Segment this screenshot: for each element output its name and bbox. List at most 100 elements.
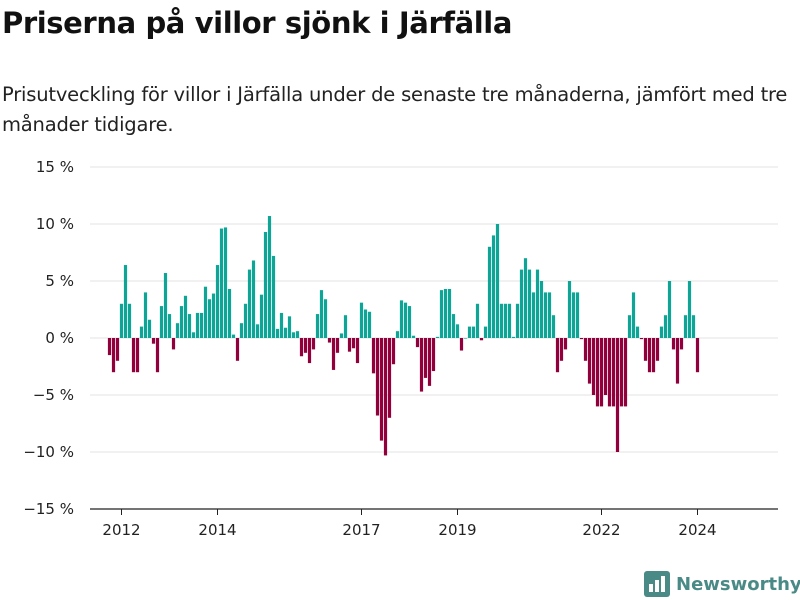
bar [603,338,608,395]
bar [383,338,388,456]
chart-title: Priserna på villor sjönk i Järfälla [2,6,512,40]
bar [223,227,228,338]
bar [183,295,188,338]
bar [679,338,684,350]
bar [663,315,668,338]
bar [247,269,252,338]
bar [567,281,572,338]
bar [175,323,180,338]
bar [275,328,280,338]
newsworthy-logo-icon [644,571,670,597]
bar [331,338,336,370]
y-tick-label: 10 % [36,215,74,233]
bar [139,326,144,338]
bar [415,338,420,348]
bar [535,269,540,338]
bar [327,338,332,343]
bar [107,338,112,356]
bar [243,303,248,338]
bar [695,338,700,373]
bar [531,292,536,338]
bar [231,334,236,338]
bar [651,338,656,373]
bar [455,324,460,338]
y-tick-label: 5 % [45,272,74,290]
bar [555,338,560,373]
bar [379,338,384,441]
bar [467,326,472,338]
bar [343,315,348,338]
bar [683,315,688,338]
bar [239,323,244,338]
bar [563,338,568,350]
bar [687,281,692,338]
bar [287,316,292,338]
bar [259,294,264,338]
bar [627,315,632,338]
bar [199,312,204,338]
bar [595,338,600,407]
bar [539,281,544,338]
bar [207,299,212,338]
bar [583,338,588,361]
bar [639,338,644,340]
bar [363,309,368,338]
bar [359,302,364,338]
bar [523,258,528,338]
y-tick-label: −5 % [33,386,74,404]
bar [499,303,504,338]
bar [171,338,176,350]
bar [559,338,564,361]
bar [319,290,324,338]
bar [495,224,500,338]
bar [299,338,304,357]
bar [235,338,240,361]
bar [671,338,676,350]
bar [215,265,220,338]
bar [635,326,640,338]
y-tick-label: −15 % [23,500,74,518]
newsworthy-brand: Newsworthy [644,568,800,600]
bar [159,306,164,338]
x-axis-tick-labels: 2012 2014 2017 2019 2022 2024 [102,509,717,539]
bar [443,288,448,338]
bar-chart: −15 %−10 %−5 %0 %5 %10 %15 % 2012 2014 201… [23,0,778,539]
bar [643,338,648,361]
bar [395,331,400,338]
gridlines [90,166,778,453]
bar [399,300,404,338]
bar [283,327,288,338]
bar [179,306,184,338]
bar [347,338,352,352]
bar [187,314,192,338]
bar [131,338,136,373]
bar [607,338,612,407]
bar [691,315,696,338]
bar [551,315,556,338]
bar [587,338,592,384]
bar [255,324,260,338]
bar [579,338,584,340]
bar [267,216,272,338]
bar [411,335,416,338]
bar [271,255,276,338]
brand-name: Newsworthy [676,573,800,595]
bar [431,338,436,372]
bar [127,303,132,338]
bar [619,338,624,407]
bar [163,273,168,338]
bar [423,338,428,378]
bar [391,338,396,365]
bar [547,292,552,338]
bar [491,235,496,338]
bar [439,290,444,338]
bar [571,292,576,338]
bar [135,338,140,373]
bar [323,299,328,338]
bar [459,338,464,351]
annotations: −3 % [721,0,764,4]
bar [611,338,616,407]
bar [311,338,316,350]
bar [527,269,532,338]
bar [675,338,680,384]
